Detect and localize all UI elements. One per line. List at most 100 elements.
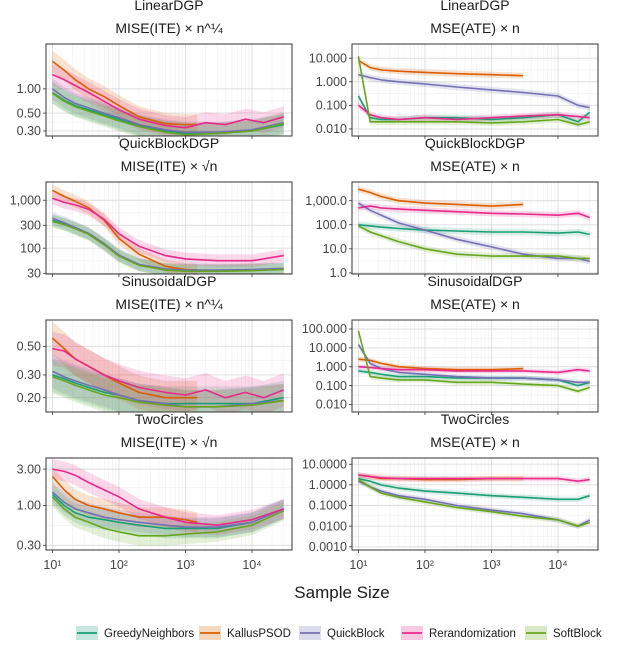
x-tick-label: 10¹ [349,558,367,572]
panel-background [352,458,598,550]
panel-title: SinusoidalDGP [428,273,523,289]
series-line-kalluspsod [51,337,198,399]
y-tick-label: 100.000 [302,322,347,336]
series-line-quickblock [357,344,590,384]
band-greedyneighbors [52,214,284,274]
panel-subtitle: MSE(ATE) × n [430,296,520,312]
panel-frame [351,457,599,551]
series-line-rerandomization [357,104,590,121]
series-line-quickblock [51,491,285,528]
y-tick-label: 10.0 [323,242,347,256]
band-kalluspsod [52,50,198,136]
series-line-greedyneighbors [358,224,590,236]
panel-title: SinusoidalDGP [122,273,217,289]
y-tick-label: 0.100 [316,379,347,393]
y-tick-label: 10.000 [309,341,347,355]
band-softblock [52,360,284,412]
band-kalluspsod [358,186,524,210]
panel-subtitle: MISE(ITE) × n^¼ [115,20,223,36]
panel-title: LinearDGP [134,0,203,13]
band-softblock [52,215,284,274]
series-line-softblock [52,220,284,273]
panel-subtitle: MSE(ATE) × n [430,434,520,450]
x-tick-label: 10³ [176,558,194,572]
series-line-greedyneighbors [51,493,285,530]
series-line-kalluspsod [52,189,198,271]
legend-item-kalluspsod: KallusPSOD [199,626,291,640]
y-tick-label: 1.000 [316,360,347,374]
panel-title: LinearDGP [440,0,509,13]
legend-label: QuickBlock [327,628,385,640]
series-line-greedyneighbors [358,477,590,501]
band-rerandomization [52,64,284,136]
panel-8: TwoCircles MSE(ATE) × n 0.0010 0.0100 0.1000… [302,411,599,572]
legend-label: Rerandomization [429,628,516,640]
band-kalluspsod [52,184,198,274]
y-tick-label: 1.00 [17,499,41,513]
series-line-kalluspsod [51,475,198,524]
x-tick-label: 10² [110,558,128,572]
panel-5: SinusoidalDGP MISE(ITE) × n^¼ 0.20 0.30 0.50 [17,273,293,415]
legend-item-rerandomization: Rerandomization [401,626,516,640]
y-tick-label: 300 [20,219,41,233]
series-line-kalluspsod [358,188,524,207]
panel-frame [45,457,293,551]
panel-frame [45,181,293,275]
series-line-quickblock [357,202,590,263]
panel-title: TwoCircles [135,411,203,427]
x-tick-label: 10¹ [43,558,61,572]
plot-area [357,472,591,529]
y-tick-label: 1.0000 [309,478,347,492]
series-line-quickblock [358,73,590,109]
series-line-softblock [357,56,590,126]
panel-frame [45,43,293,137]
y-tick-label: 0.100 [316,99,347,113]
plot-area [357,53,591,128]
legend-item-quickblock: QuickBlock [299,626,385,640]
plot-area [357,328,590,394]
panel-subtitle: MSE(ATE) × n [430,20,520,36]
band-quickblock [52,78,284,136]
series-line-greedyneighbors [357,95,591,123]
series-line-kalluspsod [357,59,524,77]
x-tick-label: 10⁴ [242,558,261,572]
y-tick-label: 0.30 [17,124,41,138]
band-rerandomization [52,459,284,536]
panel-1: LinearDGP MISE(ITE) × n^¼ 0.30 0.50 1.00 [17,0,293,139]
series-line-softblock [357,330,590,393]
series-line-rerandomization [358,474,590,483]
y-tick-label: 0.010 [316,122,347,136]
series-line-rerandomization [52,347,284,399]
band-softblock [52,82,284,136]
y-tick-label: 0.20 [17,391,41,405]
panel-subtitle: MISE(ITE) × n^¼ [115,296,223,312]
x-axis-label: Sample Size [294,583,389,602]
band-kalluspsod [358,57,524,79]
y-tick-label: 0.010 [316,398,347,412]
legend-label: KallusPSOD [227,628,291,640]
band-greedyneighbors [52,358,284,412]
series-line-greedyneighbors [358,370,590,387]
series-line-softblock [357,478,590,528]
panel-frame [351,319,599,413]
panel-frame [45,319,293,413]
y-tick-label: 1.0 [330,266,347,280]
legend-item-greedyneighbors: GreedyNeighbors [76,626,194,640]
x-tick-label: 10³ [482,558,500,572]
series-line-rerandomization [358,365,590,374]
y-tick-label: 0.1000 [309,499,347,513]
plot-area [51,321,284,412]
band-kalluspsod [358,472,524,483]
legend: GreedyNeighbors KallusPSOD QuickBlock Reran… [76,626,602,640]
plot-area [357,186,590,265]
panel-title: TwoCircles [441,411,509,427]
series-line-rerandomization [52,73,284,129]
series-line-rerandomization [52,468,284,527]
legend-item-softblock: SoftBlock [525,626,602,640]
series-line-softblock [52,376,284,408]
series-line-rerandomization [52,197,284,262]
y-tick-label: 10.000 [309,51,347,65]
panel-title: QuickBlockDGP [119,135,219,151]
series-line-quickblock [51,88,284,133]
